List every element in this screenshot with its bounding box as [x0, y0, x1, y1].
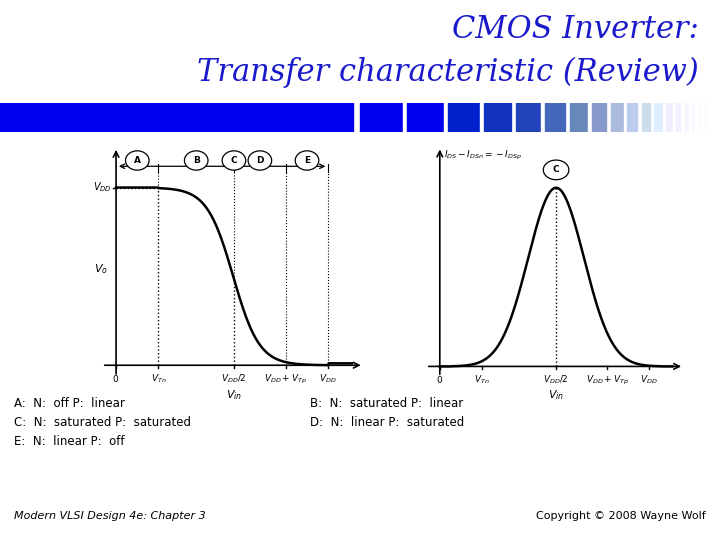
Bar: [710, 103, 711, 132]
Text: $V_{Tn}$: $V_{Tn}$: [474, 374, 490, 386]
Text: $V_{DD}+V_{Tp}$: $V_{DD}+V_{Tp}$: [264, 373, 307, 386]
Text: A:  N:  off P:  linear: A: N: off P: linear: [14, 397, 125, 410]
Bar: [611, 103, 623, 132]
Text: A: A: [134, 156, 141, 165]
Bar: [624, 103, 626, 132]
Text: CMOS Inverter:: CMOS Inverter:: [451, 14, 698, 44]
Text: Transfer characteristic (Review): Transfer characteristic (Review): [197, 57, 698, 88]
Text: $V_{in}$: $V_{in}$: [548, 388, 564, 402]
Bar: [356, 103, 358, 132]
Text: E:  N:  linear P:  off: E: N: linear P: off: [14, 435, 125, 448]
Bar: [627, 103, 637, 132]
Text: D: D: [256, 156, 264, 165]
Bar: [663, 103, 665, 132]
Bar: [642, 103, 650, 132]
Bar: [541, 103, 543, 132]
Bar: [666, 103, 672, 132]
Bar: [639, 103, 640, 132]
Bar: [689, 103, 690, 132]
Text: B: B: [193, 156, 199, 165]
Text: $V_{Tn}$: $V_{Tn}$: [150, 373, 166, 386]
Text: $0$: $0$: [436, 374, 444, 384]
Text: C:  N:  saturated P:  saturated: C: N: saturated P: saturated: [14, 416, 192, 429]
Bar: [513, 103, 514, 132]
Bar: [567, 103, 568, 132]
Text: Modern VLSI Design 4e: Chapter 3: Modern VLSI Design 4e: Chapter 3: [14, 511, 206, 521]
Text: E: E: [304, 156, 310, 165]
Text: D:  N:  linear P:  saturated: D: N: linear P: saturated: [310, 416, 464, 429]
Bar: [704, 103, 706, 132]
Bar: [654, 103, 662, 132]
Bar: [484, 103, 511, 132]
Bar: [480, 103, 482, 132]
Text: $V_o$: $V_o$: [94, 262, 108, 275]
Bar: [696, 103, 697, 132]
Bar: [360, 103, 402, 132]
Text: $0$: $0$: [112, 373, 120, 384]
Text: $V_{DD}$: $V_{DD}$: [93, 180, 112, 194]
Bar: [692, 103, 694, 132]
Bar: [682, 103, 683, 132]
Text: $V_{DD}/2$: $V_{DD}/2$: [221, 373, 247, 386]
Text: $I_{DS}-I_{DSn}=-I_{DSp}$: $I_{DS}-I_{DSn}=-I_{DSp}$: [444, 149, 522, 162]
Circle shape: [544, 160, 569, 180]
Text: $V_{DD}/2$: $V_{DD}/2$: [544, 374, 569, 386]
Bar: [588, 103, 590, 132]
Circle shape: [248, 151, 271, 170]
Text: $V_{in}$: $V_{in}$: [226, 388, 242, 402]
Text: Copyright © 2008 Wayne Wolf: Copyright © 2008 Wayne Wolf: [536, 511, 706, 521]
Text: $V_{DD}$: $V_{DD}$: [640, 374, 658, 386]
Bar: [516, 103, 540, 132]
Bar: [608, 103, 609, 132]
Bar: [676, 103, 680, 132]
Circle shape: [222, 151, 246, 170]
Bar: [713, 103, 719, 132]
Text: C: C: [553, 165, 559, 174]
Circle shape: [125, 151, 149, 170]
Bar: [698, 103, 700, 132]
Text: B:  N:  saturated P:  linear: B: N: saturated P: linear: [310, 397, 463, 410]
Text: $V_{DD}$: $V_{DD}$: [320, 373, 337, 386]
Bar: [545, 103, 565, 132]
Bar: [570, 103, 587, 132]
Bar: [592, 103, 606, 132]
Text: C: C: [230, 156, 238, 165]
Circle shape: [184, 151, 208, 170]
Bar: [444, 103, 446, 132]
Bar: [407, 103, 443, 132]
Bar: [685, 103, 688, 132]
Bar: [701, 103, 703, 132]
Text: $V_{DD}+V_{Tp}$: $V_{DD}+V_{Tp}$: [586, 374, 629, 387]
Bar: [707, 103, 708, 132]
Bar: [0, 103, 353, 132]
Bar: [448, 103, 479, 132]
Bar: [652, 103, 653, 132]
Bar: [673, 103, 675, 132]
Circle shape: [295, 151, 319, 170]
Bar: [403, 103, 405, 132]
